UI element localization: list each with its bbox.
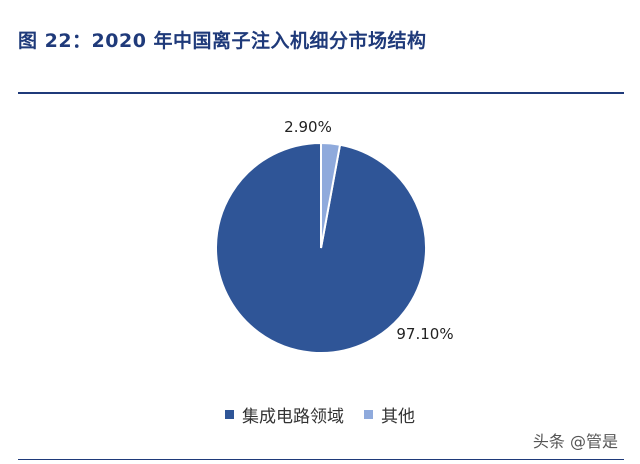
legend-item-ic: 集成电路领域 (225, 402, 344, 427)
figure-title: 图 22：2020 年中国离子注入机细分市场结构 (18, 30, 427, 52)
legend-swatch-other (364, 410, 373, 419)
pie-chart: 2.90% 97.10% (215, 118, 454, 354)
legend-label-ic: 集成电路领域 (242, 407, 344, 427)
bottom-divider (18, 459, 624, 460)
legend-swatch-ic (225, 410, 234, 419)
chart-legend: 集成电路领域 其他 (0, 402, 640, 427)
pie-label-other: 2.90% (284, 118, 332, 136)
pie-labels: 2.90% 97.10% (284, 118, 453, 343)
watermark-text: 头条 @管是 (532, 432, 618, 451)
pie-slices (215, 141, 427, 354)
legend-label-other: 其他 (381, 407, 415, 427)
pie-slice-other (320, 141, 342, 249)
pie-label-ic: 97.10% (396, 325, 453, 343)
top-divider (18, 92, 624, 94)
legend-item-other: 其他 (364, 402, 415, 427)
